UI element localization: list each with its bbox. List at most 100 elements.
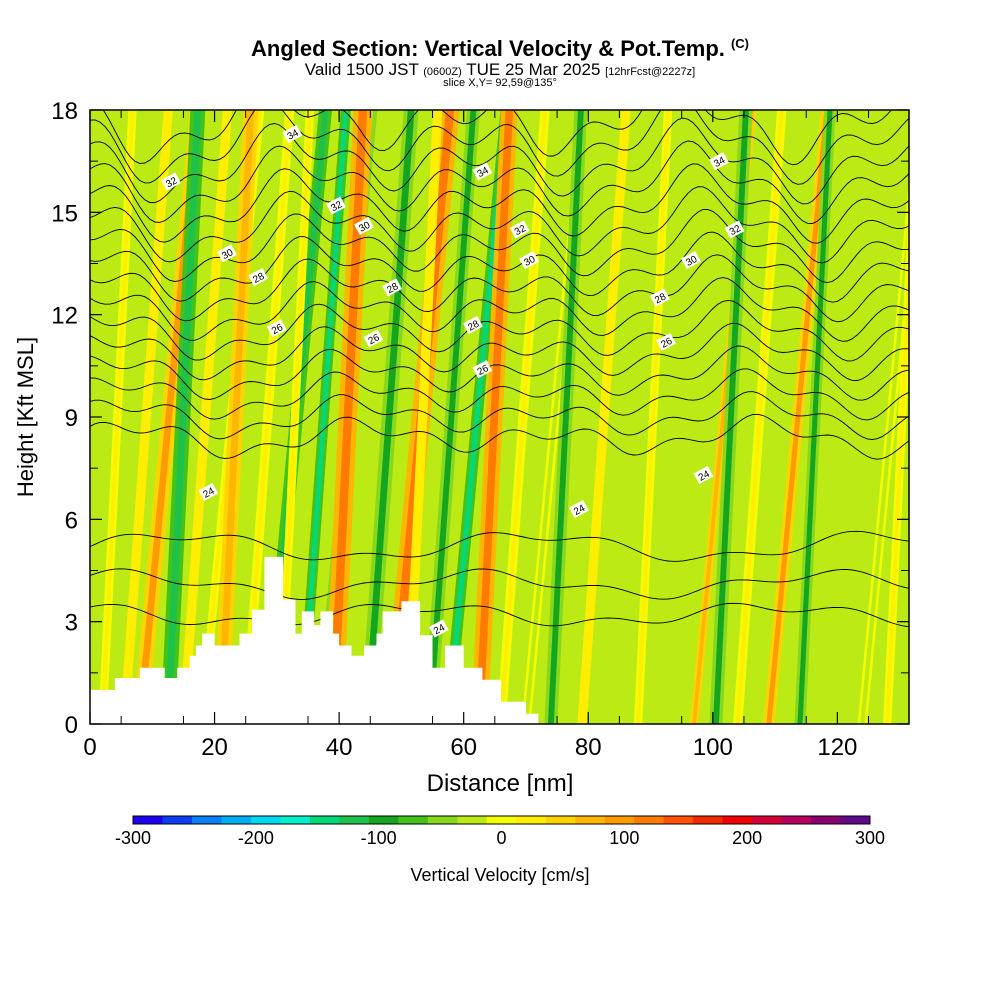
isentrope-label-text: 24	[202, 486, 217, 501]
isentrope-label-text: 32	[329, 199, 344, 214]
isentrope-label-box	[519, 251, 539, 270]
velocity-bands	[98, 110, 909, 724]
velocity-band-core	[860, 207, 909, 724]
isentrope-line	[90, 568, 909, 600]
y-tick-label: 15	[51, 200, 78, 227]
isentrope-label-box	[217, 244, 237, 263]
isentrope-line	[90, 140, 909, 224]
x-tick-label: 80	[575, 734, 602, 761]
isentrope-label-text: 32	[728, 223, 743, 238]
colorbar-swatch	[398, 816, 429, 824]
isentrope-label-text: 32	[513, 223, 528, 238]
velocity-band-core	[797, 110, 833, 724]
isentrope-label-text: 30	[357, 220, 372, 235]
isentrope-line	[90, 254, 909, 323]
colorbar-swatch	[663, 816, 694, 824]
subtitle-date: TUE 25 Mar 2025	[466, 60, 601, 79]
isentrope-label-box	[509, 220, 530, 239]
title-text: Angled Section: Vertical Velocity & Pot.…	[251, 36, 725, 61]
isentrope-label: 32	[509, 220, 530, 239]
colorbar-tick-label: 100	[609, 828, 639, 848]
colorbar-tick-label: -100	[361, 828, 397, 848]
velocity-band	[857, 180, 909, 724]
velocity-band-core	[712, 110, 749, 724]
isentrope-line	[90, 345, 909, 401]
isentrope-line	[90, 299, 909, 362]
colorbar-label: Vertical Velocity [cm/s]	[410, 865, 589, 885]
isentrope-label-text: 26	[476, 363, 491, 378]
isentrope-label-box	[681, 251, 701, 270]
velocity-band-core	[299, 110, 349, 724]
isentrope-label-box	[363, 329, 384, 348]
colorbar-swatch	[722, 816, 753, 824]
isentrope-label-box	[472, 360, 493, 379]
colorbar-swatch	[309, 816, 340, 824]
isentrope-label-text: 28	[385, 281, 400, 296]
isentrope-label-box	[266, 319, 287, 338]
isentrope-line	[90, 163, 909, 244]
velocity-band-core	[217, 110, 255, 724]
isentrope-label-box	[428, 619, 449, 638]
isentrope-label: 30	[519, 251, 539, 270]
chart-title: Angled Section: Vertical Velocity & Pot.…	[0, 36, 1000, 62]
colorbar-tick-label: 300	[855, 828, 885, 848]
isentrope-label-text: 24	[572, 503, 587, 518]
terrain-profile	[90, 556, 539, 724]
isentrope-label: 30	[354, 216, 374, 236]
isentrope-label: 34	[472, 162, 493, 181]
colorbar-swatch	[811, 816, 841, 824]
isentrope-label-text: 32	[164, 175, 179, 190]
isentrope-label: 26	[656, 332, 676, 352]
isentrope-label-box	[326, 196, 346, 215]
isentrope-labels: 34 32 32 30 30 28 28 26 26 34 32 30 28 26 34 32 30 28 26 24…	[161, 124, 745, 638]
isentrope-label-text: 30	[522, 254, 537, 269]
colorbar-swatch	[191, 816, 222, 824]
velocity-band-core	[547, 110, 584, 724]
velocity-band-core	[100, 110, 135, 724]
colorbar-swatch	[604, 816, 635, 824]
colorbar-swatch	[693, 816, 723, 824]
isentrope-label: 32	[161, 172, 181, 191]
isentrope-label-text: 34	[476, 165, 491, 180]
isentrope-line	[90, 368, 909, 421]
isentrope-label-text: 26	[367, 332, 382, 347]
y-tick-label: 3	[65, 610, 78, 637]
x-tick-label: 40	[326, 734, 353, 761]
x-tick-label: 100	[693, 734, 733, 761]
colorbar-swatch	[486, 816, 517, 824]
isentrope-label-box	[569, 500, 589, 519]
y-tick-label: 0	[65, 712, 78, 739]
velocity-band	[882, 191, 909, 724]
colorbar-swatch	[133, 816, 163, 824]
isentrope-line	[90, 110, 909, 185]
colorbar-swatch	[250, 816, 281, 824]
x-tick-label: 20	[201, 734, 228, 761]
x-tick-label: 120	[817, 734, 857, 761]
velocity-band-core	[579, 110, 629, 724]
velocity-band-core	[766, 110, 830, 724]
isentrope-label-box	[463, 315, 483, 334]
isentrope-label: 26	[363, 329, 384, 348]
colorbar-tick-label: 0	[496, 828, 506, 848]
isentrope-label-box	[656, 332, 676, 352]
isentrope-label-text: 28	[466, 319, 481, 334]
velocity-band-core	[666, 110, 716, 724]
slice-info: slice X,Y= 92,59@135°	[443, 77, 557, 89]
isentrope-label-box	[198, 482, 219, 502]
x-tick-label: 60	[450, 734, 477, 761]
isentrope-label-text: 24	[432, 622, 447, 637]
isentrope-label: 26	[266, 319, 287, 338]
colorbar-tick-label: -300	[115, 828, 151, 848]
isentrope-label: 30	[681, 251, 701, 270]
isentrope-label: 28	[382, 278, 402, 297]
isentrope-label: 28	[650, 288, 670, 307]
isentrope-label-box	[650, 288, 670, 307]
isentrope-label-text: 28	[653, 291, 668, 306]
velocity-band-core	[426, 110, 477, 724]
isentrope-label-text: 24	[697, 469, 712, 484]
isentrope-label-text: 34	[286, 128, 301, 143]
velocity-band-core	[164, 110, 202, 724]
velocity-band-core	[278, 110, 312, 724]
chart-subtitle: Valid 1500 JST (0600Z) TUE 25 Mar 2025 […	[0, 60, 1000, 80]
isentrope-label: 24	[198, 482, 219, 502]
